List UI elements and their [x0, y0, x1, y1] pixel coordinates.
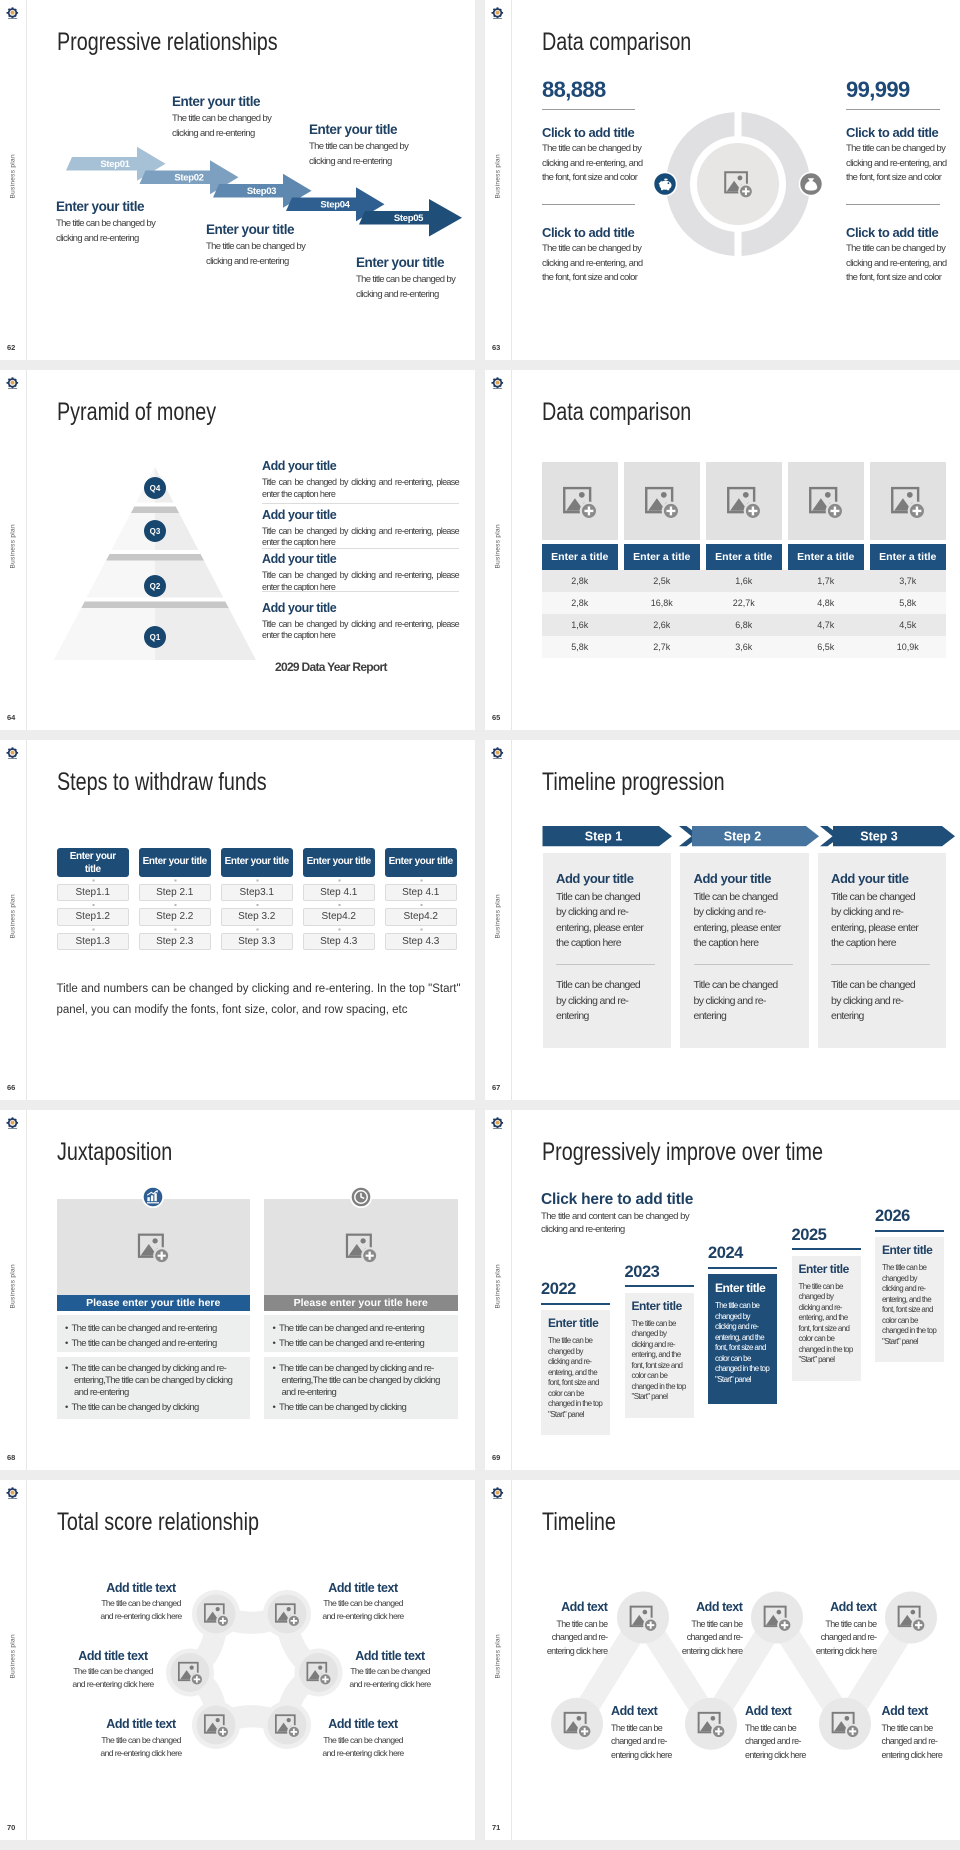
svg-text:Q3: Q3	[150, 527, 161, 536]
svg-text:Step02: Step02	[174, 173, 203, 184]
svg-text:Q4: Q4	[150, 484, 161, 493]
svg-text:Step04: Step04	[320, 200, 350, 211]
svg-text:Q1: Q1	[150, 633, 161, 642]
svg-text:Step 2: Step 2	[724, 830, 762, 844]
svg-text:Step05: Step05	[394, 213, 424, 224]
svg-text:Step03: Step03	[247, 186, 276, 197]
svg-text:Step01: Step01	[100, 159, 130, 170]
svg-text:Step 3: Step 3	[860, 830, 898, 844]
svg-text:Step 1: Step 1	[585, 830, 623, 844]
svg-text:Q2: Q2	[150, 582, 161, 591]
